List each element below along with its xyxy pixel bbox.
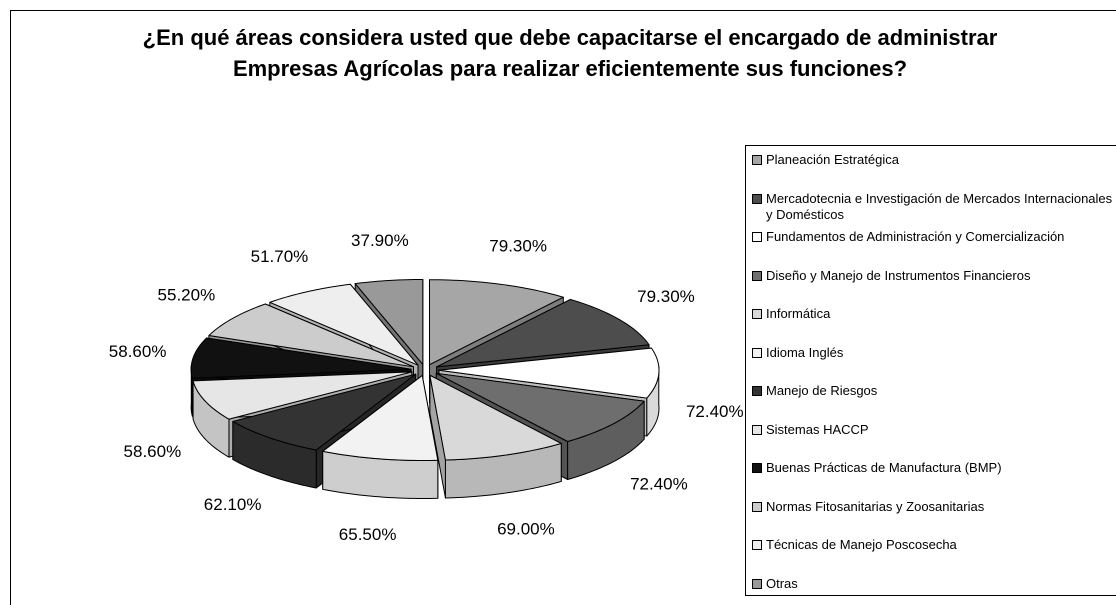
slice (322, 374, 439, 499)
data-label: 79.30% (637, 287, 695, 306)
slice-top (436, 298, 650, 368)
legend-swatch (752, 309, 762, 319)
legend-item: Normas Fitosanitarias y Zoosanitarias (752, 499, 1116, 538)
legend-label: Buenas Prácticas de Manufactura (BMP) (766, 460, 1002, 475)
data-label: 51.70% (251, 247, 309, 266)
legend-item: Otras (752, 576, 1116, 605)
legend-item: Buenas Prácticas de Manufactura (BMP) (752, 460, 1116, 499)
legend-swatch (752, 463, 762, 473)
data-label: 58.60% (124, 442, 182, 461)
slice-top (192, 371, 413, 420)
legend-label: Idioma Inglés (766, 344, 844, 360)
data-label: 55.20% (158, 286, 216, 305)
data-label: 37.90% (351, 231, 409, 250)
legend-label: Manejo de Riesgos (766, 383, 878, 398)
slice-top (354, 278, 424, 365)
legend-label: Otras (766, 575, 798, 591)
data-label: 58.60% (109, 342, 167, 361)
legend-label: Planeación Estratégica (766, 152, 899, 167)
legend-swatch (752, 578, 762, 589)
legend-swatch (752, 155, 762, 165)
legend-swatch (752, 270, 762, 281)
legend-label: Diseño y Manejo de Instrumentos Financie… (766, 267, 1031, 283)
legend-swatch (752, 347, 762, 358)
legend-item: Informática (752, 306, 1116, 345)
slice (429, 374, 562, 499)
legend-item: Técnicas de Manejo Poscosecha (752, 537, 1116, 576)
legend-item: Sistemas HACCP (752, 422, 1116, 461)
slice-top (322, 374, 439, 461)
chart-title: ¿En qué áreas considera usted que debe c… (142, 25, 998, 81)
legend-swatch (752, 232, 762, 242)
legend-item: Mercadotecnia e Investigación de Mercado… (752, 191, 1116, 230)
legend-label: Técnicas de Manejo Poscosecha (766, 537, 957, 552)
slice-top (435, 372, 645, 442)
slice-top (208, 303, 414, 368)
data-label: 62.10% (204, 495, 262, 514)
data-label: 79.30% (489, 236, 547, 255)
legend-label: Fundamentos de Administración y Comercia… (766, 229, 1065, 244)
legend-label: Informática (766, 306, 831, 321)
legend-label: Normas Fitosanitarias y Zoosanitarias (766, 498, 985, 514)
legend-swatch (752, 386, 762, 396)
legend-label: Sistemas HACCP (766, 421, 869, 437)
data-label: 72.40% (630, 474, 688, 493)
data-label: 72.40% (686, 402, 744, 421)
slice-top (428, 279, 564, 366)
legend: Planeación Estratégica Mercadotecnia e In… (745, 145, 1116, 596)
slice-top (269, 283, 419, 366)
slice-top (429, 374, 562, 461)
legend-label: Mercadotecnia e Investigación de Mercado… (766, 190, 1113, 222)
legend-item: Planeación Estratégica (752, 152, 1116, 191)
slice-top (438, 347, 660, 399)
legend-swatch (752, 540, 762, 550)
legend-swatch (752, 501, 762, 512)
chart-frame (10, 10, 1116, 605)
slice-top (190, 337, 412, 379)
legend-swatch (752, 193, 762, 204)
legend-swatch (752, 424, 762, 435)
legend-item: Fundamentos de Administración y Comercia… (752, 229, 1116, 268)
data-label: 65.50% (339, 525, 397, 544)
slice-top (232, 373, 417, 451)
data-label: 69.00% (497, 519, 555, 538)
legend-item: Idioma Inglés (752, 345, 1116, 384)
legend-item: Diseño y Manejo de Instrumentos Financie… (752, 268, 1116, 307)
legend-item: Manejo de Riesgos (752, 383, 1116, 422)
